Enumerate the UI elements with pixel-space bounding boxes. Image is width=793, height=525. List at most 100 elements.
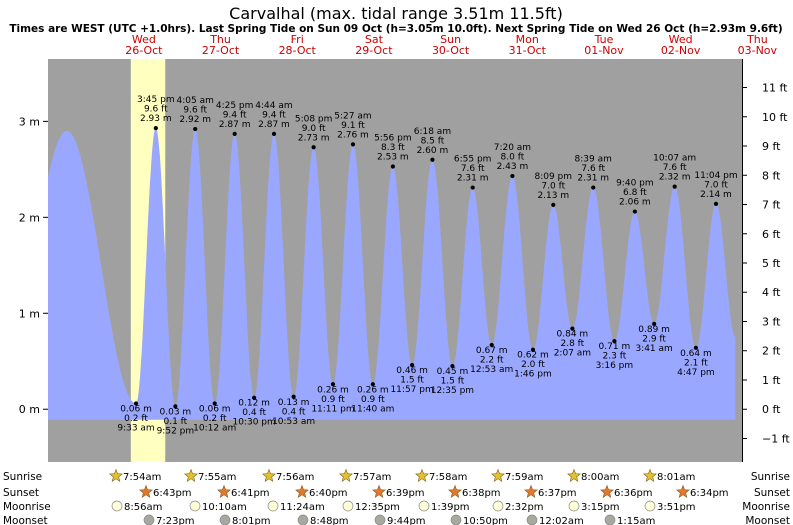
sunset-time: 6:37pm — [538, 488, 577, 499]
high-tide-label: 11:04 pm — [694, 171, 737, 181]
day-name-label: Thu — [746, 33, 768, 46]
low-tide-label: 0.46 m — [396, 366, 428, 376]
sunset-icon — [600, 484, 614, 498]
low-tide-marker — [693, 345, 699, 350]
low-tide-label: 9:52 pm — [157, 426, 195, 436]
low-tide-label: 2.3 ft — [603, 352, 627, 362]
sunset-time: 6:41pm — [231, 488, 270, 499]
sunrise-icon — [567, 468, 581, 482]
sunrise-icon — [643, 468, 657, 482]
moonset-time: 8:01pm — [232, 516, 271, 525]
row-label-left: Sunset — [3, 487, 39, 499]
low-tide-label: 2:07 am — [554, 349, 591, 359]
low-tide-label: 0.62 m — [517, 351, 549, 361]
high-tide-marker — [350, 142, 356, 147]
moonrise-time: 3:15pm — [581, 502, 620, 513]
row-label-right: Sunrise — [751, 471, 790, 483]
high-tide-label: 2.73 m — [298, 133, 330, 143]
low-tide-label: 0.4 ft — [282, 407, 306, 417]
low-tide-label: 12:53 am — [470, 365, 513, 375]
moonset-icon — [219, 514, 231, 525]
sunrise-time: 7:57am — [353, 472, 391, 483]
high-tide-label: 2.93 m — [140, 114, 172, 124]
y-tick-label-ft: 6 ft — [762, 228, 781, 241]
low-tide-marker — [212, 401, 217, 406]
sunrise-time: 8:01am — [657, 472, 695, 483]
low-tide-label: 2.1 ft — [684, 358, 708, 368]
high-tide-label: 7.6 ft — [581, 164, 605, 174]
low-tide-label: 2.9 ft — [642, 334, 666, 344]
high-tide-marker — [430, 157, 435, 162]
low-tide-label: 0.45 m — [437, 367, 469, 377]
moonrise-time: 12:35pm — [355, 502, 400, 513]
low-tide-label: 10:12 am — [193, 423, 236, 433]
moonset-time: 10:50pm — [463, 516, 508, 525]
day-date-label: 29-Oct — [355, 44, 393, 57]
low-tide-label: 0.84 m — [557, 330, 589, 340]
low-tide-marker — [291, 394, 296, 399]
day-name-label: Thu — [209, 33, 231, 46]
moonrise-icon — [492, 500, 504, 512]
high-tide-label: 7.6 ft — [461, 164, 485, 174]
high-tide-label: 7.0 ft — [541, 181, 565, 191]
day-name-label: Wed — [669, 33, 693, 46]
day-date-label: 26-Oct — [125, 44, 163, 57]
sunset-time: 6:40pm — [309, 488, 348, 499]
y-tick-label-ft: 2 ft — [762, 345, 781, 358]
row-label-left: Sunrise — [3, 471, 42, 483]
sunset-time: 6:38pm — [462, 488, 501, 499]
high-tide-label: 3:45 pm — [137, 95, 175, 105]
high-tide-label: 2.13 m — [537, 191, 569, 201]
low-tide-label: 0.26 m — [317, 385, 349, 395]
high-tide-label: 5:27 am — [334, 111, 371, 121]
high-tide-label: 9.1 ft — [341, 121, 365, 131]
high-tide-label: 6.8 ft — [623, 188, 647, 198]
y-tick-label-m: 0 m — [19, 403, 40, 416]
moonset-icon — [297, 514, 309, 525]
sunset-icon — [524, 484, 538, 498]
low-tide-label: 1.5 ft — [441, 377, 465, 387]
high-tide-label: 7.0 ft — [704, 180, 728, 190]
row-label-left: Moonset — [3, 515, 48, 525]
high-tide-label: 2.60 m — [417, 146, 449, 156]
moonset-icon — [450, 514, 462, 525]
day-name-label: Mon — [516, 33, 539, 46]
low-tide-marker — [489, 342, 494, 348]
day-date-label: 30-Oct — [432, 44, 470, 57]
row-label-right: Moonrise — [742, 501, 790, 513]
sunset-icon — [217, 484, 231, 498]
sunrise-time: 8:00am — [581, 472, 619, 483]
sunset-icon — [676, 484, 690, 498]
high-tide-label: 4:05 am — [177, 96, 214, 106]
y-tick-label-ft: 10 ft — [762, 111, 788, 124]
moonset-time: 1:15am — [617, 516, 655, 525]
low-tide-marker — [173, 404, 178, 409]
high-tide-label: 2.53 m — [377, 152, 409, 162]
high-tide-marker — [390, 164, 395, 169]
moonrise-time: 10:10am — [202, 502, 247, 513]
low-tide-label: 0.64 m — [680, 349, 712, 359]
low-tide-label: 4:47 pm — [677, 368, 715, 378]
y-tick-label-m: 3 m — [19, 115, 40, 128]
low-tide-marker — [652, 321, 657, 326]
high-tide-label: 4:44 am — [255, 101, 292, 111]
low-tide-label: 1:46 pm — [514, 370, 552, 380]
moonrise-icon — [342, 500, 354, 512]
high-tide-label: 8.5 ft — [421, 136, 445, 146]
moonrise-time: 3:51pm — [657, 502, 696, 513]
low-tide-marker — [410, 362, 415, 368]
low-tide-label: 3:16 pm — [596, 361, 634, 371]
y-tick-label-ft: 11 ft — [762, 82, 788, 95]
low-tide-label: 2.2 ft — [480, 355, 504, 365]
high-tide-marker — [591, 185, 596, 190]
day-date-label: 31-Oct — [509, 44, 547, 57]
row-label-left: Moonrise — [3, 501, 51, 513]
low-tide-label: 0.12 m — [238, 399, 270, 409]
right-axis-panel — [742, 59, 793, 462]
low-tide-label: 10:53 am — [272, 417, 315, 427]
day-date-label: 01-Nov — [584, 44, 624, 57]
low-tide-label: 0.67 m — [476, 346, 508, 356]
low-tide-label: 11:57 pm — [390, 385, 433, 395]
low-tide-label: 3:41 am — [635, 344, 672, 354]
